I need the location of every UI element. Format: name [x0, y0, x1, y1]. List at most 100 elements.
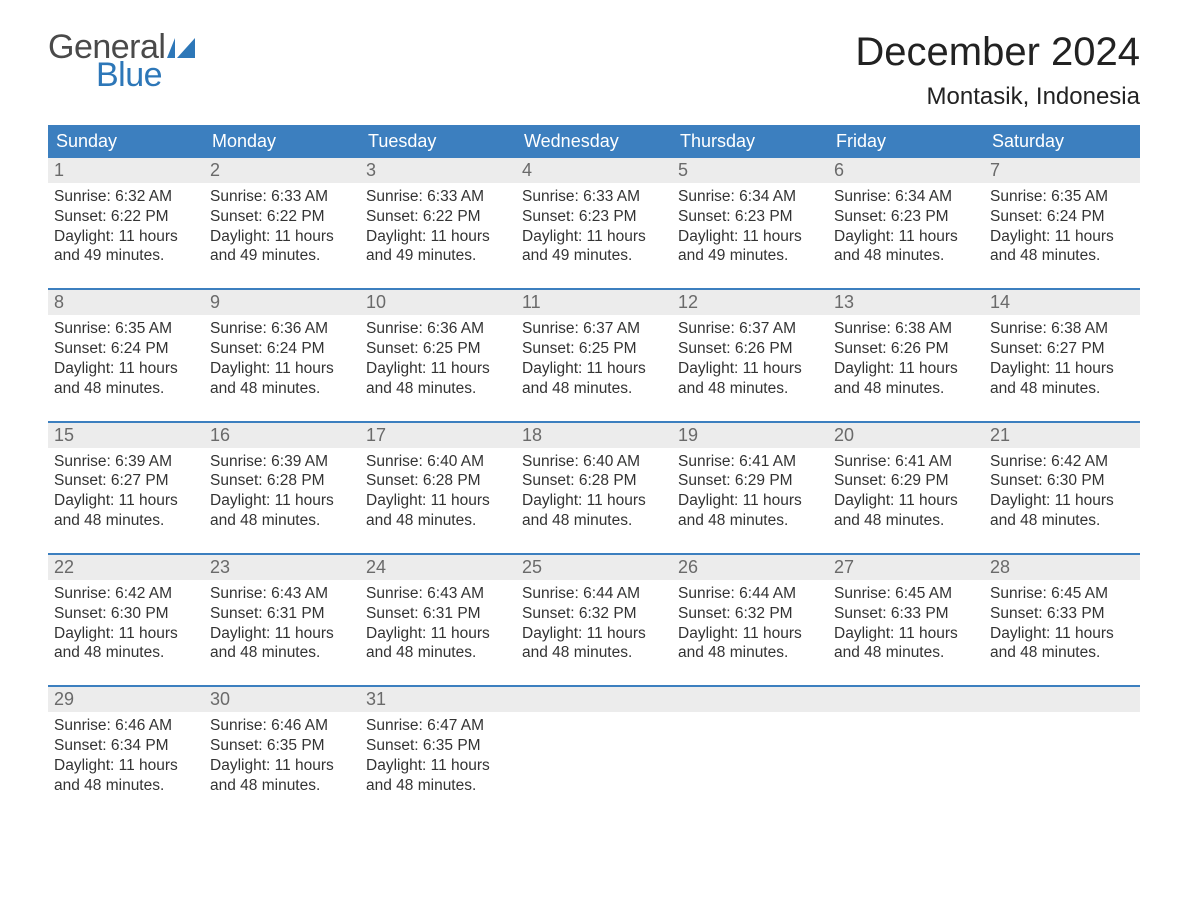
calendar-day: 22Sunrise: 6:42 AMSunset: 6:30 PMDayligh… [48, 555, 204, 671]
day-number: 30 [204, 687, 360, 712]
day-number: 31 [360, 687, 516, 712]
day-number: 2 [204, 158, 360, 183]
day-details: Sunrise: 6:33 AMSunset: 6:23 PMDaylight:… [516, 183, 672, 274]
day-number: 29 [48, 687, 204, 712]
day-details: Sunrise: 6:38 AMSunset: 6:26 PMDaylight:… [828, 315, 984, 406]
calendar-week: 1Sunrise: 6:32 AMSunset: 6:22 PMDaylight… [48, 158, 1140, 274]
day-number: . [828, 687, 984, 712]
calendar-day: 13Sunrise: 6:38 AMSunset: 6:26 PMDayligh… [828, 290, 984, 406]
day-number: . [984, 687, 1140, 712]
day-details: Sunrise: 6:44 AMSunset: 6:32 PMDaylight:… [672, 580, 828, 671]
calendar-day: . [984, 687, 1140, 803]
day-number: . [672, 687, 828, 712]
calendar-day: . [828, 687, 984, 803]
day-details: Sunrise: 6:32 AMSunset: 6:22 PMDaylight:… [48, 183, 204, 274]
day-details: Sunrise: 6:42 AMSunset: 6:30 PMDaylight:… [984, 448, 1140, 539]
calendar-day: 20Sunrise: 6:41 AMSunset: 6:29 PMDayligh… [828, 423, 984, 539]
day-number: 25 [516, 555, 672, 580]
day-details: Sunrise: 6:46 AMSunset: 6:34 PMDaylight:… [48, 712, 204, 803]
day-details: Sunrise: 6:35 AMSunset: 6:24 PMDaylight:… [48, 315, 204, 406]
weekday-header: Saturday [984, 125, 1140, 158]
day-details: Sunrise: 6:43 AMSunset: 6:31 PMDaylight:… [360, 580, 516, 671]
day-number: 13 [828, 290, 984, 315]
day-number: 16 [204, 423, 360, 448]
page-title: December 2024 [855, 30, 1140, 75]
day-details: Sunrise: 6:35 AMSunset: 6:24 PMDaylight:… [984, 183, 1140, 274]
calendar-day: 3Sunrise: 6:33 AMSunset: 6:22 PMDaylight… [360, 158, 516, 274]
day-details: Sunrise: 6:45 AMSunset: 6:33 PMDaylight:… [984, 580, 1140, 671]
day-details: Sunrise: 6:41 AMSunset: 6:29 PMDaylight:… [672, 448, 828, 539]
day-number: 12 [672, 290, 828, 315]
day-number: 8 [48, 290, 204, 315]
weekday-header: Thursday [672, 125, 828, 158]
day-number: 20 [828, 423, 984, 448]
day-details: Sunrise: 6:47 AMSunset: 6:35 PMDaylight:… [360, 712, 516, 803]
day-number: 27 [828, 555, 984, 580]
day-details: Sunrise: 6:33 AMSunset: 6:22 PMDaylight:… [360, 183, 516, 274]
day-number: 24 [360, 555, 516, 580]
day-details: Sunrise: 6:37 AMSunset: 6:25 PMDaylight:… [516, 315, 672, 406]
calendar-day: 29Sunrise: 6:46 AMSunset: 6:34 PMDayligh… [48, 687, 204, 803]
calendar-week: 22Sunrise: 6:42 AMSunset: 6:30 PMDayligh… [48, 553, 1140, 671]
brand-logo: General Blue [48, 30, 195, 92]
calendar-day: 14Sunrise: 6:38 AMSunset: 6:27 PMDayligh… [984, 290, 1140, 406]
header: General Blue December 2024 Montasik, Ind… [48, 30, 1140, 111]
calendar-day: 10Sunrise: 6:36 AMSunset: 6:25 PMDayligh… [360, 290, 516, 406]
calendar-day: 26Sunrise: 6:44 AMSunset: 6:32 PMDayligh… [672, 555, 828, 671]
weekday-header: Wednesday [516, 125, 672, 158]
calendar-day: 15Sunrise: 6:39 AMSunset: 6:27 PMDayligh… [48, 423, 204, 539]
brand-word-2: Blue [96, 58, 195, 92]
calendar-day: 4Sunrise: 6:33 AMSunset: 6:23 PMDaylight… [516, 158, 672, 274]
day-details: Sunrise: 6:41 AMSunset: 6:29 PMDaylight:… [828, 448, 984, 539]
weekday-header-row: SundayMondayTuesdayWednesdayThursdayFrid… [48, 125, 1140, 158]
day-number: 7 [984, 158, 1140, 183]
calendar-day: 25Sunrise: 6:44 AMSunset: 6:32 PMDayligh… [516, 555, 672, 671]
day-number: 26 [672, 555, 828, 580]
day-number: 11 [516, 290, 672, 315]
calendar-day: 16Sunrise: 6:39 AMSunset: 6:28 PMDayligh… [204, 423, 360, 539]
calendar-day: 1Sunrise: 6:32 AMSunset: 6:22 PMDaylight… [48, 158, 204, 274]
calendar-day: 19Sunrise: 6:41 AMSunset: 6:29 PMDayligh… [672, 423, 828, 539]
calendar-week: 15Sunrise: 6:39 AMSunset: 6:27 PMDayligh… [48, 421, 1140, 539]
location-subtitle: Montasik, Indonesia [855, 83, 1140, 111]
day-details: Sunrise: 6:34 AMSunset: 6:23 PMDaylight:… [828, 183, 984, 274]
calendar-day: 17Sunrise: 6:40 AMSunset: 6:28 PMDayligh… [360, 423, 516, 539]
day-details: Sunrise: 6:44 AMSunset: 6:32 PMDaylight:… [516, 580, 672, 671]
calendar-day: 30Sunrise: 6:46 AMSunset: 6:35 PMDayligh… [204, 687, 360, 803]
day-number: 14 [984, 290, 1140, 315]
day-number: 22 [48, 555, 204, 580]
calendar: SundayMondayTuesdayWednesdayThursdayFrid… [48, 125, 1140, 804]
weekday-header: Friday [828, 125, 984, 158]
calendar-day: 5Sunrise: 6:34 AMSunset: 6:23 PMDaylight… [672, 158, 828, 274]
flag-icon [167, 38, 195, 58]
day-number: 3 [360, 158, 516, 183]
day-details: Sunrise: 6:40 AMSunset: 6:28 PMDaylight:… [360, 448, 516, 539]
day-details: Sunrise: 6:43 AMSunset: 6:31 PMDaylight:… [204, 580, 360, 671]
weekday-header: Tuesday [360, 125, 516, 158]
day-number: 4 [516, 158, 672, 183]
day-details: Sunrise: 6:39 AMSunset: 6:28 PMDaylight:… [204, 448, 360, 539]
calendar-day: 27Sunrise: 6:45 AMSunset: 6:33 PMDayligh… [828, 555, 984, 671]
day-details: Sunrise: 6:46 AMSunset: 6:35 PMDaylight:… [204, 712, 360, 803]
day-number: 9 [204, 290, 360, 315]
calendar-day: 2Sunrise: 6:33 AMSunset: 6:22 PMDaylight… [204, 158, 360, 274]
calendar-day: 6Sunrise: 6:34 AMSunset: 6:23 PMDaylight… [828, 158, 984, 274]
calendar-week: 8Sunrise: 6:35 AMSunset: 6:24 PMDaylight… [48, 288, 1140, 406]
calendar-day: 18Sunrise: 6:40 AMSunset: 6:28 PMDayligh… [516, 423, 672, 539]
day-number: 21 [984, 423, 1140, 448]
weekday-header: Sunday [48, 125, 204, 158]
day-number: 6 [828, 158, 984, 183]
day-number: . [516, 687, 672, 712]
day-number: 15 [48, 423, 204, 448]
day-details: Sunrise: 6:34 AMSunset: 6:23 PMDaylight:… [672, 183, 828, 274]
calendar-day: 21Sunrise: 6:42 AMSunset: 6:30 PMDayligh… [984, 423, 1140, 539]
calendar-day: 12Sunrise: 6:37 AMSunset: 6:26 PMDayligh… [672, 290, 828, 406]
calendar-day: 24Sunrise: 6:43 AMSunset: 6:31 PMDayligh… [360, 555, 516, 671]
day-details: Sunrise: 6:33 AMSunset: 6:22 PMDaylight:… [204, 183, 360, 274]
weekday-header: Monday [204, 125, 360, 158]
day-number: 28 [984, 555, 1140, 580]
calendar-day: 23Sunrise: 6:43 AMSunset: 6:31 PMDayligh… [204, 555, 360, 671]
day-number: 19 [672, 423, 828, 448]
calendar-day: 11Sunrise: 6:37 AMSunset: 6:25 PMDayligh… [516, 290, 672, 406]
day-number: 5 [672, 158, 828, 183]
